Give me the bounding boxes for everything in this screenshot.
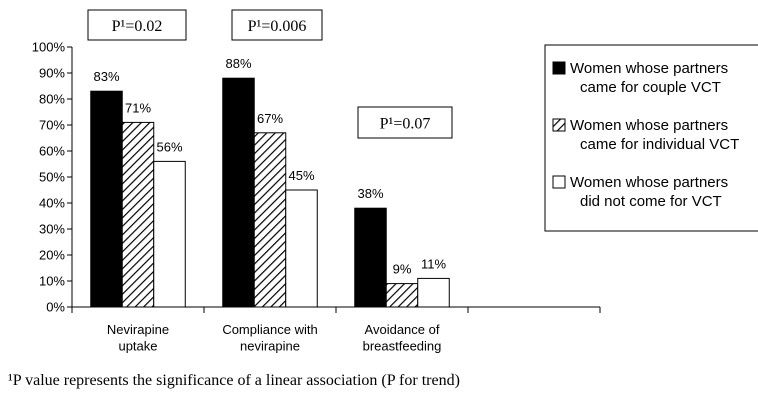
bar	[253, 132, 287, 308]
x-tick-label: Avoidance of breastfeeding	[363, 322, 442, 353]
annotation: P¹=0.006	[248, 18, 307, 35]
bar	[121, 121, 155, 308]
bar	[90, 90, 123, 308]
y-tick-label: 30%	[39, 222, 65, 237]
annotation: P¹=0.02	[112, 18, 163, 35]
bar	[153, 160, 186, 308]
bar	[285, 189, 318, 308]
value-label: 88%	[225, 56, 251, 71]
value-label: 71%	[125, 100, 151, 115]
bar	[385, 283, 419, 308]
y-tick-label: 20%	[39, 248, 65, 263]
y-tick-label: 90%	[39, 66, 65, 81]
legend-swatch	[552, 61, 566, 75]
y-tick-label: 0%	[46, 300, 65, 315]
legend-label: Women whose partners came for individual …	[570, 117, 739, 153]
y-tick-label: 10%	[39, 274, 65, 289]
value-label: 83%	[93, 69, 119, 84]
value-label: 38%	[357, 186, 383, 201]
bar	[222, 77, 255, 308]
y-tick-label: 100%	[32, 40, 66, 55]
y-tick-label: 40%	[39, 196, 65, 211]
y-tick-label: 60%	[39, 144, 65, 159]
y-tick-label: 80%	[39, 92, 65, 107]
value-label: 56%	[156, 139, 182, 154]
bar	[417, 277, 450, 308]
value-label: 9%	[393, 262, 412, 277]
bar	[354, 207, 387, 308]
legend-swatch	[552, 175, 566, 189]
legend-label: Women whose partners did not come for VCT	[570, 174, 728, 210]
value-label: 67%	[257, 111, 283, 126]
legend-swatch	[552, 118, 566, 132]
legend-box	[544, 44, 758, 232]
value-label: 45%	[288, 168, 314, 183]
footnote: ¹P value represents the significance of …	[8, 372, 460, 389]
legend-label: Women whose partners came for couple VCT	[570, 60, 728, 96]
y-tick-label: 70%	[39, 118, 65, 133]
annotation-box	[231, 9, 323, 41]
y-tick-label: 50%	[39, 170, 65, 185]
annotation: P¹=0.07	[380, 116, 431, 133]
annotation-box	[87, 9, 187, 41]
value-label: 11%	[421, 256, 446, 271]
x-tick-label: Compliance with nevirapine	[222, 322, 317, 353]
x-tick-label: Nevirapine uptake	[107, 322, 169, 353]
annotation-box	[357, 106, 453, 139]
